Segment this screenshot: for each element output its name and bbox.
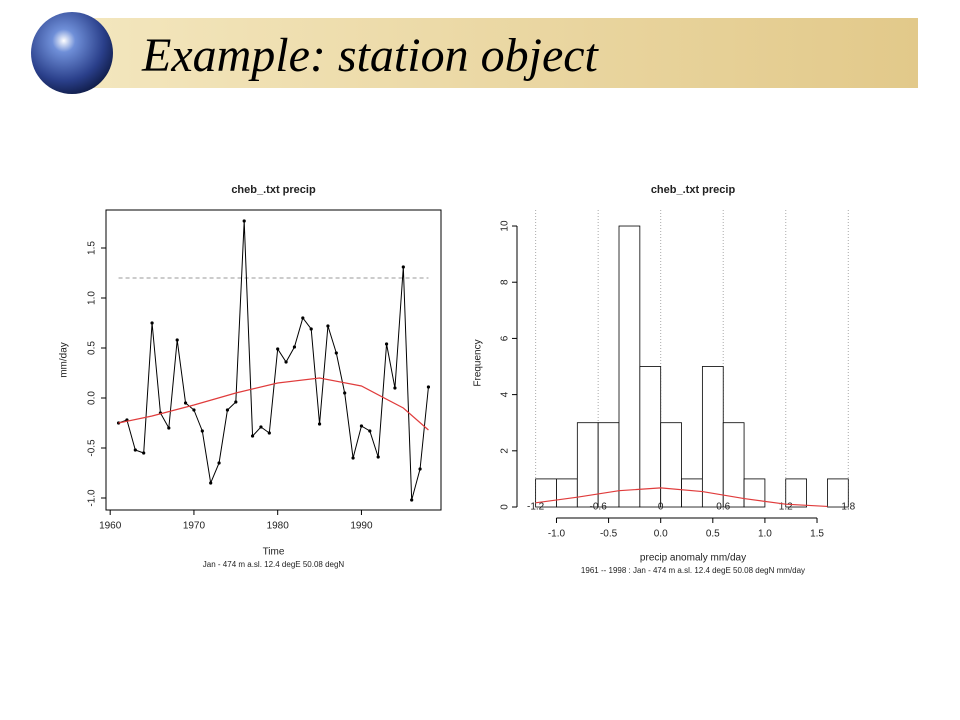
x-tick-label: -1.0 xyxy=(548,529,566,540)
histogram-bar xyxy=(681,478,703,508)
y-tick-label: 10 xyxy=(500,220,511,232)
plot-box xyxy=(105,209,442,511)
data-point xyxy=(292,345,297,349)
y-tick-label: 4 xyxy=(500,391,511,397)
data-point xyxy=(309,327,313,331)
y-tick-label: -0.5 xyxy=(87,439,98,457)
fit-curve xyxy=(535,487,828,508)
data-point xyxy=(150,321,154,325)
y-tick-label: 2 xyxy=(500,448,511,454)
x2-tick-label: 0 xyxy=(658,502,664,513)
histogram-bar xyxy=(597,422,620,508)
y-axis-label: Frequency xyxy=(473,339,484,386)
x-tick-label: 1990 xyxy=(350,521,373,532)
y-tick-label: -1.0 xyxy=(87,489,98,507)
data-point xyxy=(142,451,146,455)
data-point xyxy=(368,429,372,433)
x-tick-label: -0.5 xyxy=(600,529,618,540)
data-point xyxy=(401,265,405,269)
x-tick-label: 1960 xyxy=(99,521,122,532)
data-point xyxy=(301,316,305,320)
histogram-bar xyxy=(827,478,849,508)
histogram-bar xyxy=(722,422,745,508)
y-tick-label: 6 xyxy=(500,335,511,341)
x2-tick-label: -1.2 xyxy=(527,502,545,513)
histogram-bar xyxy=(701,366,724,508)
data-point xyxy=(217,461,221,465)
x-tick-label: 1980 xyxy=(267,521,290,532)
x2-tick-label: 1.2 xyxy=(779,502,793,513)
data-point xyxy=(426,385,431,389)
y-tick-label: 8 xyxy=(500,279,511,285)
data-point xyxy=(167,426,171,430)
data-point xyxy=(326,324,330,328)
data-point xyxy=(393,386,397,390)
histogram-bar xyxy=(618,225,641,508)
data-point xyxy=(351,456,355,460)
y-tick-label: 0.5 xyxy=(87,341,98,355)
data-point xyxy=(259,425,263,429)
histogram-bar xyxy=(785,478,807,508)
histogram-bar xyxy=(660,422,682,508)
data-point xyxy=(317,422,322,426)
data-point xyxy=(284,360,288,364)
y-tick-label: 0 xyxy=(500,504,511,510)
data-point xyxy=(133,448,137,452)
data-point xyxy=(343,391,347,395)
histogram-bar xyxy=(556,478,578,508)
data-point xyxy=(234,400,238,404)
y-tick-label: 1.0 xyxy=(87,291,98,305)
data-point xyxy=(334,351,338,355)
x2-tick-label: -0.6 xyxy=(590,502,608,513)
data-point xyxy=(225,408,230,412)
x-tick-label: 0.5 xyxy=(706,529,720,540)
data-point xyxy=(192,408,196,412)
x-tick-label: 1.5 xyxy=(810,529,824,540)
data-point xyxy=(242,219,246,223)
histogram-bar xyxy=(743,478,766,508)
data-point xyxy=(359,424,364,428)
data-point xyxy=(175,338,179,342)
x2-tick-label: 0.6 xyxy=(716,502,730,513)
subtitle: Jan - 474 m a.sl. 12.4 degE 50.08 degN xyxy=(203,560,345,569)
histogram-bar xyxy=(639,366,662,508)
x2-tick-label: 1.8 xyxy=(841,502,855,513)
fit-curve xyxy=(118,377,429,431)
y-tick-label: 1.5 xyxy=(87,241,98,255)
data-point xyxy=(410,498,414,502)
x-tick-label: 1970 xyxy=(183,521,206,532)
data-point xyxy=(267,431,271,435)
chart-title: cheb_.txt precip xyxy=(651,184,736,196)
data-point xyxy=(209,481,213,485)
data-point xyxy=(418,467,422,471)
data-point xyxy=(183,401,188,405)
x-tick-label: 1.0 xyxy=(758,529,772,540)
subtitle: 1961 -- 1998 : Jan - 474 m a.sl. 12.4 de… xyxy=(581,566,805,575)
y-axis-label: mm/day xyxy=(59,342,70,378)
title-banner xyxy=(92,18,918,88)
data-point xyxy=(250,434,255,438)
x-axis-label: Time xyxy=(263,547,285,558)
globe-icon xyxy=(31,12,113,94)
slide-title: Example: station object xyxy=(141,29,600,82)
x-tick-label: 0.0 xyxy=(654,529,668,540)
data-point xyxy=(384,342,389,346)
data-point xyxy=(276,347,280,351)
chart-title: cheb_.txt precip xyxy=(231,184,316,196)
data-point xyxy=(200,429,204,433)
data-point xyxy=(376,455,380,459)
x-axis-label: precip anomaly mm/day xyxy=(640,553,746,564)
data-line xyxy=(118,220,429,501)
y-tick-label: 0.0 xyxy=(87,391,98,405)
